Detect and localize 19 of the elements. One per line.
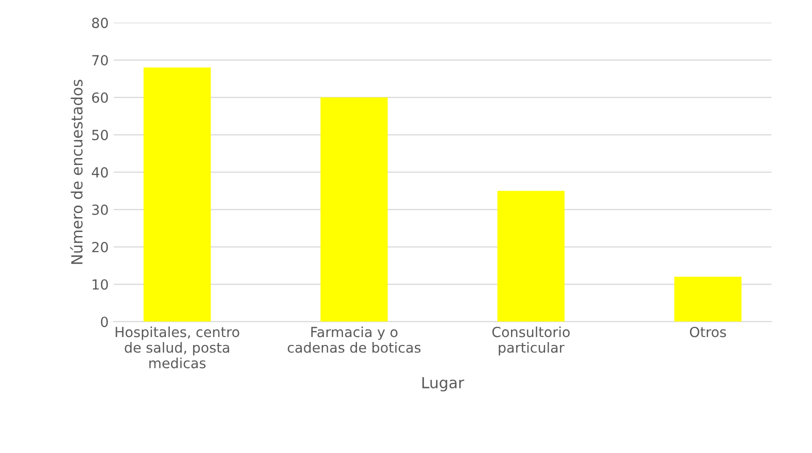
y-tick-label: 50: [92, 130, 108, 140]
bar: [674, 276, 742, 322]
x-axis-title: Lugar: [422, 377, 464, 392]
bar: [144, 67, 211, 322]
x-tick-label: Hospitales, centro de salud, posta medicas: [116, 326, 240, 368]
y-tick-label: 0: [100, 316, 108, 328]
y-axis-title: Número de encuestados: [70, 80, 83, 264]
bar: [497, 190, 565, 322]
y-tick-label: 80: [92, 18, 108, 28]
bar: [320, 97, 388, 322]
y-tick-label: 60: [92, 92, 108, 103]
y-tick-label: 30: [92, 204, 108, 215]
x-tick-label: Consultorio particular: [492, 326, 570, 356]
y-tick-label: 70: [92, 54, 108, 66]
y-tick-label: 20: [92, 242, 108, 252]
x-tick-label: Farmacia y o cadenas de boticas: [288, 326, 421, 353]
x-tick-label: Otros: [690, 326, 726, 338]
y-tick-label: 10: [92, 279, 108, 290]
y-tick-label: 40: [92, 167, 108, 178]
